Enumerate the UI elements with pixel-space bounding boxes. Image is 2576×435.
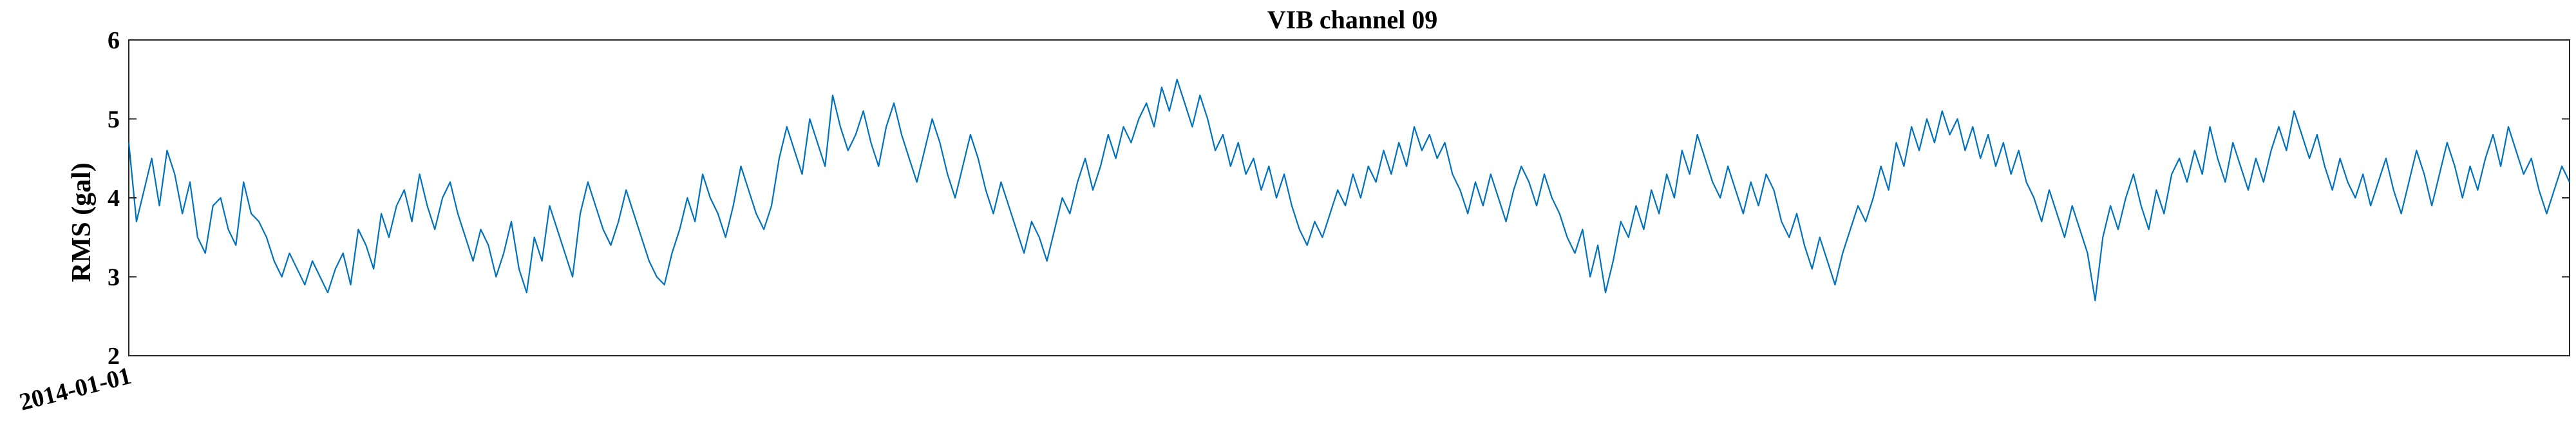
x-tick-label: 2014-01-01 <box>17 362 134 416</box>
plot-area <box>128 39 2570 356</box>
y-tick-label: 5 <box>108 106 120 133</box>
y-tick-label: 3 <box>108 264 120 291</box>
y-axis-ticks: 2 3 4 5 6 <box>108 27 2570 370</box>
y-tick-label: 6 <box>108 27 120 54</box>
series-layer <box>128 79 2570 302</box>
y-axis-label: RMS (gal) <box>67 162 97 282</box>
plot-border <box>128 39 2570 356</box>
chart-title: VIB channel 09 <box>1267 5 1438 34</box>
series-line <box>128 79 2570 302</box>
x-axis-ticks: 2014-01-01 <box>17 362 134 416</box>
y-tick-label: 4 <box>108 185 120 212</box>
y-tick-label: 2 <box>108 343 120 370</box>
